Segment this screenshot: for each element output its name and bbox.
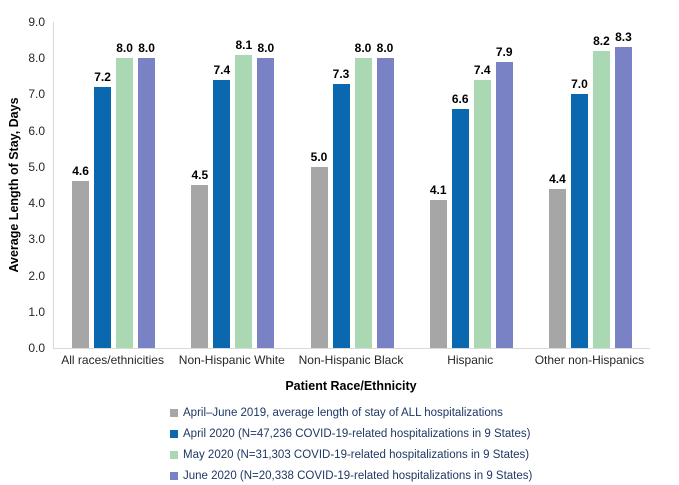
bar-value-label: 7.0 bbox=[571, 77, 588, 92]
bar: 6.6 bbox=[451, 92, 469, 348]
bar: 8.2 bbox=[592, 34, 610, 348]
category-label: Other non-Hispanics bbox=[534, 353, 645, 367]
bar: 7.3 bbox=[332, 67, 350, 348]
legend-swatch-icon bbox=[170, 450, 178, 459]
bar-group: 4.5 7.4 8.1 8.0 bbox=[173, 22, 292, 348]
bar: 7.4 bbox=[213, 63, 231, 348]
bar-value-label: 7.3 bbox=[332, 66, 350, 81]
bar: 8.0 bbox=[257, 41, 275, 348]
y-axis-tick-labels: 0.0 1.0 2.0 3.0 4.0 5.0 6.0 7.0 8.0 9.0 bbox=[0, 15, 45, 355]
bar-value-label: 8.0 bbox=[376, 41, 394, 56]
category-label: All races/ethnicities bbox=[61, 353, 164, 367]
bar: 8.0 bbox=[354, 41, 372, 348]
legend-label: June 2020 (N=20,338 COVID-19-related hos… bbox=[183, 469, 533, 482]
y-tick-label: 4.0 bbox=[28, 196, 45, 211]
bar-value-label: 8.1 bbox=[235, 37, 253, 52]
y-tick-label: 1.0 bbox=[28, 304, 45, 319]
y-tick-label: 6.0 bbox=[28, 123, 45, 138]
legend-label: April 2020 (N=47,236 COVID-19-related ho… bbox=[183, 427, 531, 440]
bar: 5.0 bbox=[310, 150, 328, 348]
legend-label: May 2020 (N=31,303 COVID-19-related hosp… bbox=[183, 448, 530, 461]
bar: 4.4 bbox=[548, 172, 566, 348]
bar-value-label: 8.0 bbox=[138, 41, 155, 56]
legend: April–June 2019, average length of stay … bbox=[170, 402, 532, 485]
category-label: Non-Hispanic White bbox=[178, 353, 285, 367]
bar-value-label: 8.3 bbox=[615, 30, 632, 45]
legend-label: April–June 2019, average length of stay … bbox=[183, 406, 503, 419]
legend-swatch-icon bbox=[170, 408, 178, 417]
bar-value-label: 7.9 bbox=[495, 44, 513, 59]
y-tick-label: 0.0 bbox=[28, 341, 45, 355]
legend-item: April–June 2019, average length of stay … bbox=[170, 402, 532, 423]
bar: 7.9 bbox=[495, 45, 513, 348]
y-tick-label: 8.0 bbox=[28, 51, 45, 66]
bar: 8.0 bbox=[116, 41, 134, 348]
bar: 4.1 bbox=[429, 183, 447, 348]
bar-group: 4.6 7.2 8.0 8.0 bbox=[54, 22, 173, 348]
bar: 7.0 bbox=[570, 77, 588, 348]
bar: 4.5 bbox=[191, 168, 209, 348]
x-axis-title: Patient Race/Ethnicity bbox=[285, 379, 417, 393]
bar-group: 4.1 6.6 7.4 7.9 bbox=[412, 22, 531, 348]
category-label: Hispanic bbox=[447, 353, 494, 367]
y-tick-label: 2.0 bbox=[28, 268, 45, 283]
bar-value-label: 8.0 bbox=[116, 41, 133, 56]
legend-swatch-icon bbox=[170, 471, 178, 480]
bar-value-label: 6.6 bbox=[451, 91, 469, 106]
y-tick-label: 5.0 bbox=[28, 159, 45, 174]
bar: 4.6 bbox=[72, 164, 90, 348]
legend-item: June 2020 (N=20,338 COVID-19-related hos… bbox=[170, 465, 532, 485]
legend-item: April 2020 (N=47,236 COVID-19-related ho… bbox=[170, 423, 532, 444]
bar-group: 4.4 7.0 8.2 8.3 bbox=[531, 22, 650, 348]
y-tick-label: 3.0 bbox=[28, 232, 45, 247]
category-label: Non-Hispanic Black bbox=[298, 353, 404, 367]
y-tick-label: 9.0 bbox=[28, 15, 45, 29]
bar-value-label: 8.0 bbox=[354, 41, 372, 56]
bar-value-label: 7.4 bbox=[473, 62, 491, 77]
bar-value-label: 4.1 bbox=[429, 182, 447, 197]
bar: 8.3 bbox=[614, 30, 632, 348]
legend-item: May 2020 (N=31,303 COVID-19-related hosp… bbox=[170, 444, 532, 465]
bar: 7.2 bbox=[94, 70, 112, 348]
bar-value-label: 5.0 bbox=[310, 149, 328, 164]
bar-value-label: 4.4 bbox=[549, 171, 566, 186]
bar: 7.4 bbox=[473, 63, 491, 348]
bar-value-label: 4.5 bbox=[191, 168, 209, 182]
x-axis-category-labels: All races/ethnicities Non-Hispanic White N… bbox=[53, 353, 649, 367]
bar-value-label: 8.2 bbox=[593, 33, 610, 48]
bar-value-label: 7.2 bbox=[94, 70, 111, 85]
y-tick-label: 7.0 bbox=[28, 87, 45, 102]
bar-value-label: 7.4 bbox=[213, 62, 231, 77]
bar-value-label: 8.0 bbox=[257, 41, 275, 56]
bar: 8.1 bbox=[235, 38, 253, 348]
bar: 8.0 bbox=[138, 41, 156, 348]
bar-group: 5.0 7.3 8.0 8.0 bbox=[292, 22, 411, 348]
bar: 8.0 bbox=[376, 41, 394, 348]
legend-swatch-icon bbox=[170, 429, 178, 438]
plot-area: 4.6 7.2 8.0 8.0 4.5 7.4 8.1 8.0 5.0 7.3 8.0 8.0 4.1 6… bbox=[53, 22, 650, 349]
bar-value-label: 4.6 bbox=[72, 164, 89, 179]
